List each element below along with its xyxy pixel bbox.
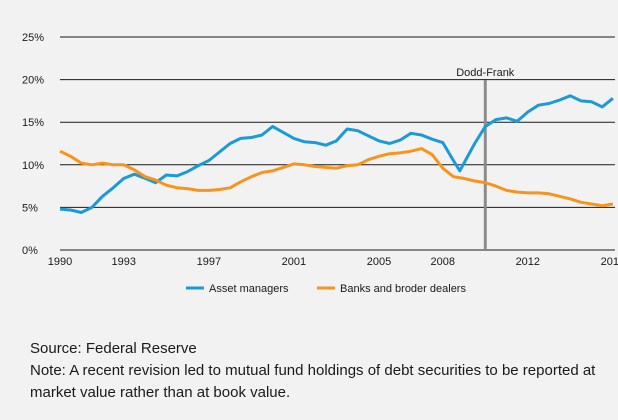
legend-label-1: Banks and broder dealers	[340, 283, 466, 295]
x-tick-label: 2008	[431, 256, 455, 268]
x-tick-label: 2001	[282, 256, 306, 268]
x-tick-labels: 1990 1993 1997 2001 2005 2008 2012 2016	[48, 256, 618, 268]
dodd-frank-label: Dodd-Frank	[456, 67, 515, 79]
x-tick-label: 2005	[367, 256, 391, 268]
y-tick-label: 5%	[22, 202, 38, 214]
series-lines	[59, 94, 614, 214]
y-tick-label: 15%	[22, 117, 44, 129]
dodd-frank-marker	[483, 80, 487, 250]
series-line-0	[59, 94, 614, 214]
y-tick-labels: 0% 5% 10% 15% 20% 25%	[22, 32, 44, 257]
y-tick-label: 10%	[22, 160, 44, 172]
line-chart: 0% 5% 10% 15% 20% 25% 1990 1993 1997 2001 2005 200…	[22, 32, 618, 295]
x-tick-label: 1993	[112, 256, 136, 268]
y-tick-label: 0%	[22, 245, 38, 257]
annotations: Dodd-Frank	[456, 67, 515, 250]
x-tick-label: 2016	[601, 256, 618, 268]
y-tick-label: 20%	[22, 75, 44, 87]
series-line-1	[59, 147, 614, 208]
legend: Asset managers Banks and broder dealers	[186, 283, 466, 295]
y-tick-label: 25%	[22, 32, 44, 44]
y-grid	[60, 36, 615, 251]
chart-notes: Source: Federal Reserve Note: A recent r…	[30, 338, 610, 404]
source-text: Source: Federal Reserve	[30, 340, 197, 357]
x-tick-label: 1990	[48, 256, 72, 268]
legend-label-0: Asset managers	[209, 283, 289, 295]
note-text: Note: A recent revision led to mutual fu…	[30, 362, 596, 401]
x-tick-label: 1997	[197, 256, 221, 268]
x-tick-label: 2012	[516, 256, 540, 268]
